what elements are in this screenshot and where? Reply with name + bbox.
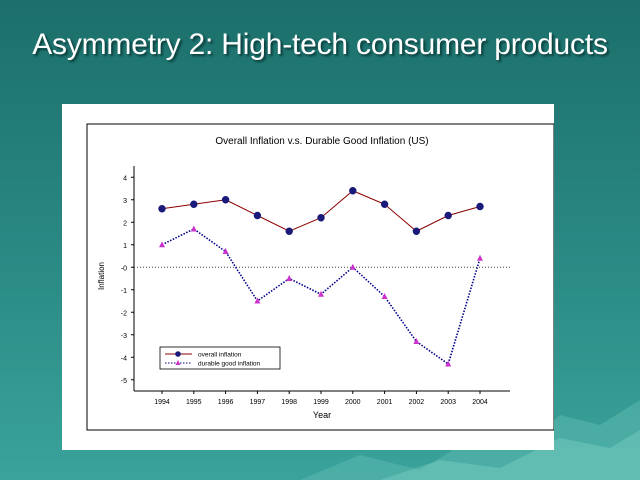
- x-tick-label: 1994: [154, 399, 170, 406]
- y-tick-label: 1: [123, 243, 127, 250]
- y-tick-label: -2: [121, 310, 127, 317]
- y-tick-label: 2: [123, 220, 127, 227]
- series-line-0: [161, 190, 481, 232]
- x-tick-label: 1998: [281, 399, 297, 406]
- data-point: [317, 214, 325, 222]
- legend-label-0: overall inflation: [198, 352, 242, 359]
- y-tick-label: -3: [121, 333, 127, 340]
- legend-marker: [175, 360, 181, 365]
- y-tick-label: -5: [121, 378, 127, 385]
- line-chart: Overall Inflation v.s. Durable Good Infl…: [86, 123, 554, 431]
- x-tick-label: 1996: [218, 399, 234, 406]
- y-tick-label: -0: [121, 265, 127, 272]
- data-point: [221, 196, 230, 204]
- data-point: [349, 187, 357, 195]
- chart-title: Overall Inflation v.s. Durable Good Infl…: [215, 136, 428, 147]
- x-tick-label: 1995: [186, 399, 202, 406]
- chart-panel: Overall Inflation v.s. Durable Good Infl…: [62, 104, 554, 450]
- data-point: [286, 275, 293, 281]
- data-point: [413, 338, 420, 344]
- x-tick-label: 2001: [377, 399, 393, 406]
- data-point: [254, 297, 261, 304]
- data-point: [318, 290, 324, 297]
- data-point: [412, 227, 421, 235]
- x-tick-label: 2003: [440, 399, 456, 406]
- y-tick-label: -4: [121, 355, 127, 362]
- legend-label-1: durable good inflation: [198, 361, 261, 368]
- y-tick-label: -1: [121, 288, 127, 295]
- x-tick-label: 2002: [409, 399, 425, 406]
- legend-marker: [175, 351, 181, 357]
- data-point: [190, 225, 197, 232]
- data-point: [476, 202, 484, 211]
- x-tick-label: 2000: [345, 399, 361, 406]
- data-point: [158, 205, 166, 213]
- data-point: [190, 200, 198, 208]
- y-tick-label: 4: [123, 175, 127, 182]
- data-point: [159, 241, 165, 248]
- y-tick-label: 3: [123, 198, 127, 205]
- x-axis-label: Year: [313, 410, 331, 420]
- data-point: [444, 211, 452, 220]
- data-point: [285, 227, 293, 235]
- data-point: [349, 263, 356, 270]
- data-point: [477, 254, 483, 261]
- y-axis-label: Inflation: [97, 262, 106, 290]
- data-point: [380, 200, 389, 208]
- data-point: [445, 360, 452, 367]
- x-tick-label: 2004: [472, 399, 488, 406]
- slide-title: Asymmetry 2: High-tech consumer products: [32, 28, 608, 61]
- chart-frame: [86, 123, 554, 431]
- data-point: [381, 293, 388, 299]
- data-point: [222, 248, 229, 254]
- x-tick-label: 1997: [250, 399, 266, 406]
- data-point: [253, 211, 262, 220]
- x-tick-label: 1999: [313, 399, 329, 406]
